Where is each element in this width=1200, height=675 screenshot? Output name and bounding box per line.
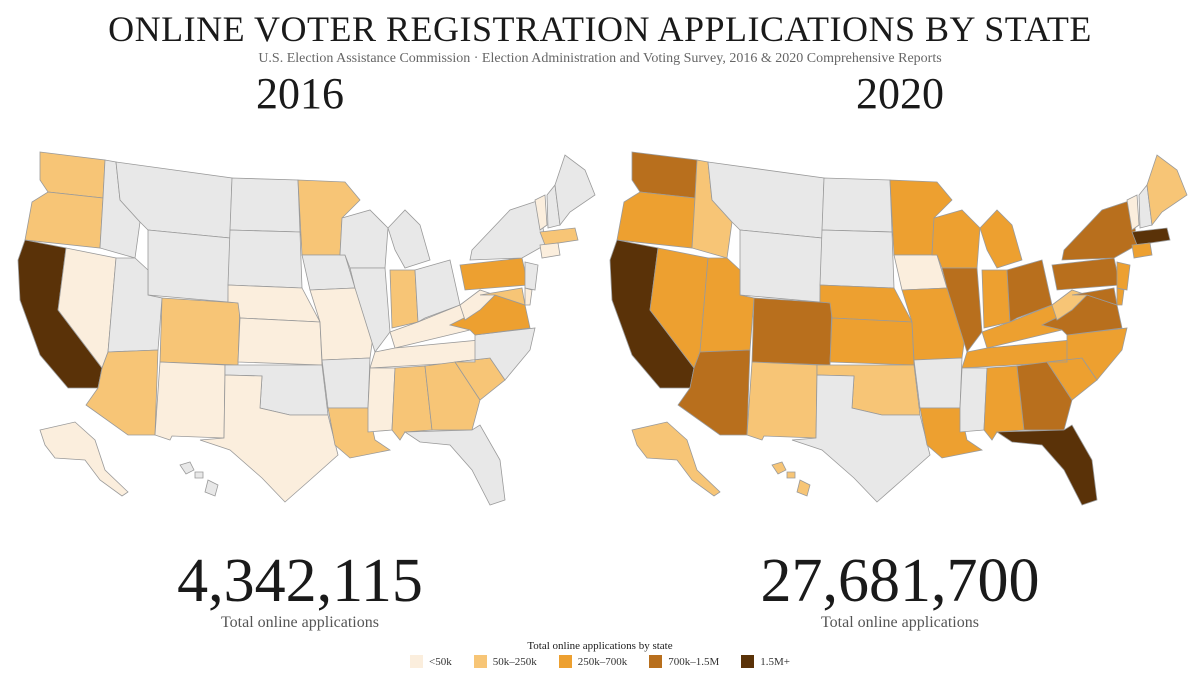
state-fl <box>403 424 506 506</box>
legend-item: 1.5M+ <box>741 655 790 668</box>
state-fl <box>995 424 1098 506</box>
state-wa <box>631 151 698 199</box>
state-vt <box>534 194 548 231</box>
state-nj <box>1116 261 1131 291</box>
state-wy <box>739 229 823 303</box>
state-ga <box>1016 361 1073 431</box>
state-az <box>677 349 751 436</box>
state-ms <box>959 367 988 433</box>
state-me <box>1146 154 1188 227</box>
legend-label: 1.5M+ <box>760 655 790 668</box>
legend-swatch <box>473 655 487 668</box>
state-nm <box>746 361 818 441</box>
legend-title: Total online applications by state <box>527 640 673 652</box>
state-ne <box>227 284 321 323</box>
legend-label: 250k–700k <box>577 655 628 668</box>
legend-item: <50k <box>410 655 452 668</box>
state-nc <box>1046 327 1128 381</box>
state-me <box>554 154 596 227</box>
state-pa <box>1051 257 1121 291</box>
state-ks <box>237 317 323 366</box>
state-nj <box>524 261 539 291</box>
state-de <box>524 287 533 306</box>
legend-label: 50k–250k <box>492 655 537 668</box>
state-ks <box>829 317 915 366</box>
state-or <box>616 191 696 249</box>
state-ga <box>424 361 481 431</box>
state-wy <box>147 229 231 303</box>
state-nc <box>454 327 536 381</box>
state-il <box>349 267 391 353</box>
total-2016: 4,342,115 <box>177 547 423 615</box>
legend-swatch <box>558 655 572 668</box>
year-label-2016: 2016 <box>256 69 344 118</box>
state-ny <box>1061 199 1138 261</box>
state-vt <box>1126 194 1140 231</box>
state-nd <box>229 177 301 233</box>
legend-label: <50k <box>429 655 452 668</box>
state-sd <box>227 229 303 289</box>
legend-item: 50k–250k <box>473 655 537 668</box>
legend-label: 700k–1.5M <box>668 655 720 668</box>
legend-item: 250k–700k <box>558 655 628 668</box>
state-ma <box>1131 227 1171 246</box>
state-hi <box>179 461 219 497</box>
state-pa <box>459 257 529 291</box>
state-mi <box>387 209 431 269</box>
state-sd <box>819 229 895 289</box>
total-label-2016: Total online applications <box>221 614 379 631</box>
legend: <50k 50k–250k 250k–700k 700k–1.5M 1.5M+ <box>0 655 1200 668</box>
page-subtitle: U.S. Election Assistance Commission · El… <box>258 51 942 66</box>
state-wa <box>39 151 106 199</box>
state-in <box>389 269 419 329</box>
map-2020 <box>609 151 1188 506</box>
legend-swatch <box>741 655 755 668</box>
state-or <box>24 191 104 249</box>
total-label-2020: Total online applications <box>821 614 979 631</box>
state-nd <box>821 177 893 233</box>
state-wv <box>1051 289 1088 321</box>
state-ms <box>367 367 396 433</box>
state-nm <box>154 361 226 441</box>
state-mi <box>979 209 1023 269</box>
state-ak <box>631 421 721 497</box>
state-in <box>981 269 1011 329</box>
state-de <box>1116 287 1125 306</box>
page-title: ONLINE VOTER REGISTRATION APPLICATIONS B… <box>108 9 1092 49</box>
state-wv <box>459 289 496 321</box>
state-tx <box>791 374 931 503</box>
legend-swatch <box>649 655 663 668</box>
state-tx <box>199 374 339 503</box>
state-co <box>159 297 241 366</box>
state-ny <box>469 199 546 261</box>
state-wi <box>339 209 389 269</box>
state-oh <box>1006 259 1053 323</box>
state-ar <box>913 357 963 409</box>
total-2020: 27,681,700 <box>760 547 1040 615</box>
legend-swatch <box>410 655 423 668</box>
state-ne <box>819 284 913 323</box>
legend-item: 700k–1.5M <box>649 655 719 668</box>
year-label-2020: 2020 <box>856 69 944 118</box>
state-il <box>941 267 983 353</box>
state-ct <box>539 242 561 259</box>
state-az <box>85 349 159 436</box>
state-ma <box>539 227 579 246</box>
state-wi <box>931 209 981 269</box>
state-hi <box>771 461 811 497</box>
map-2016 <box>17 151 596 506</box>
state-ar <box>321 357 371 409</box>
state-ct <box>1131 242 1153 259</box>
state-ak <box>39 421 129 497</box>
state-co <box>751 297 833 366</box>
state-oh <box>414 259 461 323</box>
